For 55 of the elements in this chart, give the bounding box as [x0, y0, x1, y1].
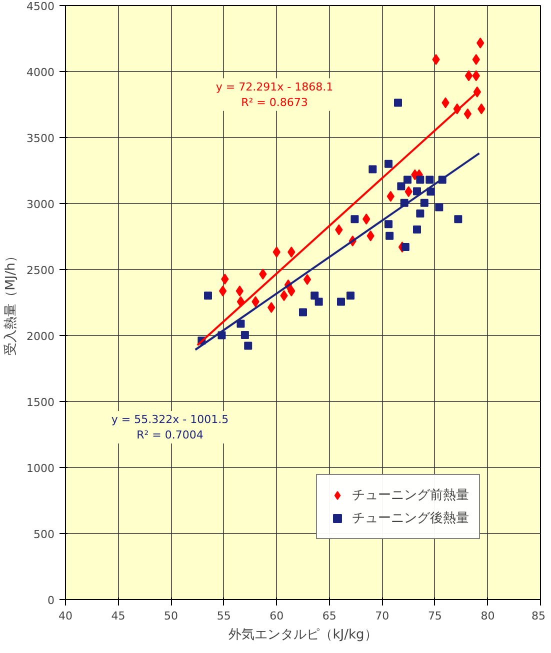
y-axis-title: 受入熱量（MJ/h） — [4, 250, 19, 356]
x-tick-label: 60 — [270, 610, 284, 622]
annotation: y = 72.291x - 1868.1 R² = 0.8673 — [216, 80, 334, 109]
legend-label: チューニング前熱量 — [352, 487, 469, 504]
point — [368, 165, 377, 174]
point — [416, 210, 424, 218]
y-tick-label: 3500 — [26, 132, 55, 145]
y-tick-label: 2000 — [26, 330, 55, 343]
x-axis-title: 外気エンタルピ（kJ/kg） — [228, 628, 378, 642]
point — [413, 226, 421, 234]
y-tick-label: 2500 — [26, 264, 55, 277]
x-tick-label: 70 — [375, 610, 390, 622]
point — [244, 342, 252, 350]
y-tick-label: 3000 — [26, 198, 55, 211]
point — [416, 176, 424, 184]
point — [346, 292, 354, 300]
x-tick-label: 50 — [164, 610, 178, 622]
point — [386, 232, 394, 240]
y-tick-label: 1000 — [26, 462, 55, 475]
point — [413, 187, 421, 196]
point — [303, 274, 312, 286]
annotation: y = 55.322x - 1001.5 R² = 0.7004 — [111, 412, 229, 442]
point — [384, 160, 392, 168]
x-tick-label: 45 — [111, 610, 126, 622]
point — [464, 70, 473, 82]
x-tick-label: 80 — [480, 610, 495, 622]
legend-label: チューニング後熱量 — [352, 510, 469, 527]
point — [314, 298, 323, 306]
point — [350, 215, 359, 224]
point — [401, 243, 410, 252]
point — [404, 176, 412, 184]
point — [454, 215, 462, 224]
y-tick-label: 0 — [48, 594, 54, 607]
x-tick-label: 65 — [322, 610, 336, 622]
y-tick-label: 500 — [34, 528, 55, 541]
point — [299, 308, 307, 316]
x-tick-label: 85 — [532, 610, 546, 622]
point — [310, 292, 319, 300]
y-tick-label: 1500 — [26, 396, 55, 409]
point — [397, 182, 406, 190]
point — [236, 320, 245, 328]
point — [426, 176, 434, 184]
x-tick-label: 55 — [216, 610, 231, 622]
point — [240, 330, 249, 339]
x-tick-label: 75 — [428, 610, 442, 622]
point — [420, 198, 428, 207]
point — [204, 292, 212, 300]
point — [394, 98, 402, 107]
point — [384, 220, 392, 228]
point — [218, 286, 227, 297]
point — [337, 298, 345, 306]
point — [435, 203, 444, 212]
x-tick-label: 40 — [58, 610, 72, 622]
y-tick-label: 4500 — [26, 0, 55, 13]
y-tick-label: 4000 — [26, 66, 55, 79]
